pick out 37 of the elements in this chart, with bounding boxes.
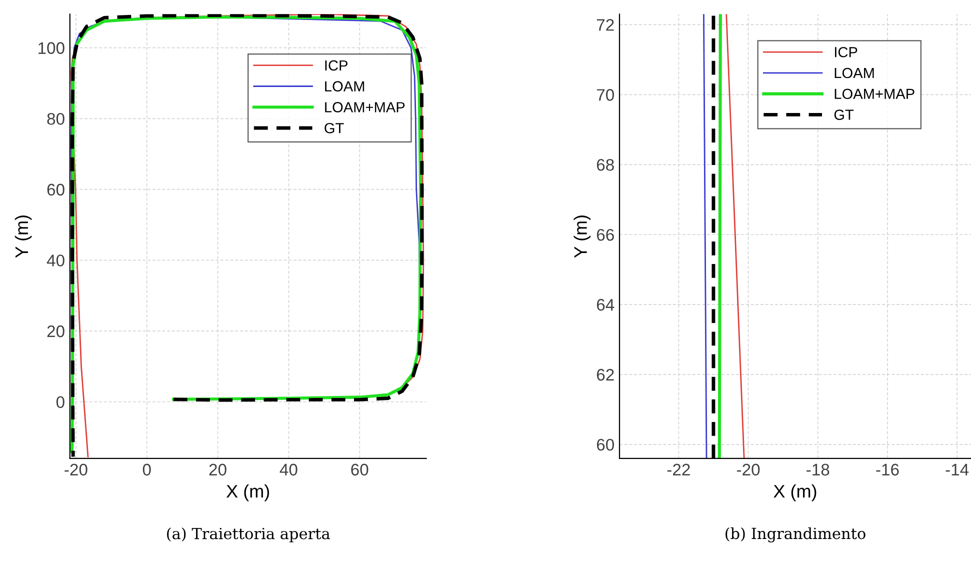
legend-label: LOAM — [325, 81, 364, 92]
legend-label: LOAM+MAP — [834, 88, 914, 100]
legend-label: LOAM — [834, 68, 874, 78]
y-tick-label: 66 — [596, 228, 614, 241]
legend-label: ICP — [834, 46, 858, 58]
x-tick-label: -20 — [736, 464, 760, 476]
x-axis-title: X (m) — [774, 484, 816, 502]
y-tick-label: 20 — [47, 325, 64, 338]
y-tick-label: 70 — [596, 89, 614, 101]
y-tick-label: 80 — [47, 112, 64, 125]
x-tick-label: 20 — [209, 464, 226, 476]
y-tick-label: 64 — [596, 298, 614, 311]
y-tick-label: 62 — [596, 368, 614, 381]
legend-label: GT — [324, 122, 344, 134]
text: (b) Ingrandimento — [726, 527, 866, 542]
legend-label: GT — [834, 110, 854, 120]
y-axis-title: Y (m) — [14, 216, 32, 258]
x-tick-label: 40 — [280, 464, 298, 476]
text: (a) Traiettoria aperta — [167, 527, 330, 542]
y-axis-title: Y (m) — [574, 216, 591, 258]
y-tick-label: 40 — [46, 254, 64, 266]
y-tick-label: 72 — [596, 19, 614, 31]
x-tick-label: -22 — [667, 464, 690, 476]
x-tick-label: -16 — [876, 464, 899, 476]
legend-label: ICP — [325, 60, 348, 71]
x-tick-label: -14 — [946, 464, 969, 476]
x-axis-title: X (m) — [226, 484, 270, 502]
x-tick-label: -18 — [806, 464, 830, 476]
y-tick-label: 60 — [47, 184, 64, 196]
y-tick-label: 60 — [596, 438, 614, 451]
y-tick-label: 68 — [596, 158, 614, 171]
x-tick-label: -20 — [64, 464, 88, 476]
legend-label: LOAM+MAP — [325, 102, 405, 112]
y-tick-label: 100 — [38, 42, 64, 54]
y-tick-label: 0 — [56, 396, 64, 408]
x-tick-label: 0 — [142, 464, 151, 476]
x-tick-label: 60 — [351, 464, 368, 476]
